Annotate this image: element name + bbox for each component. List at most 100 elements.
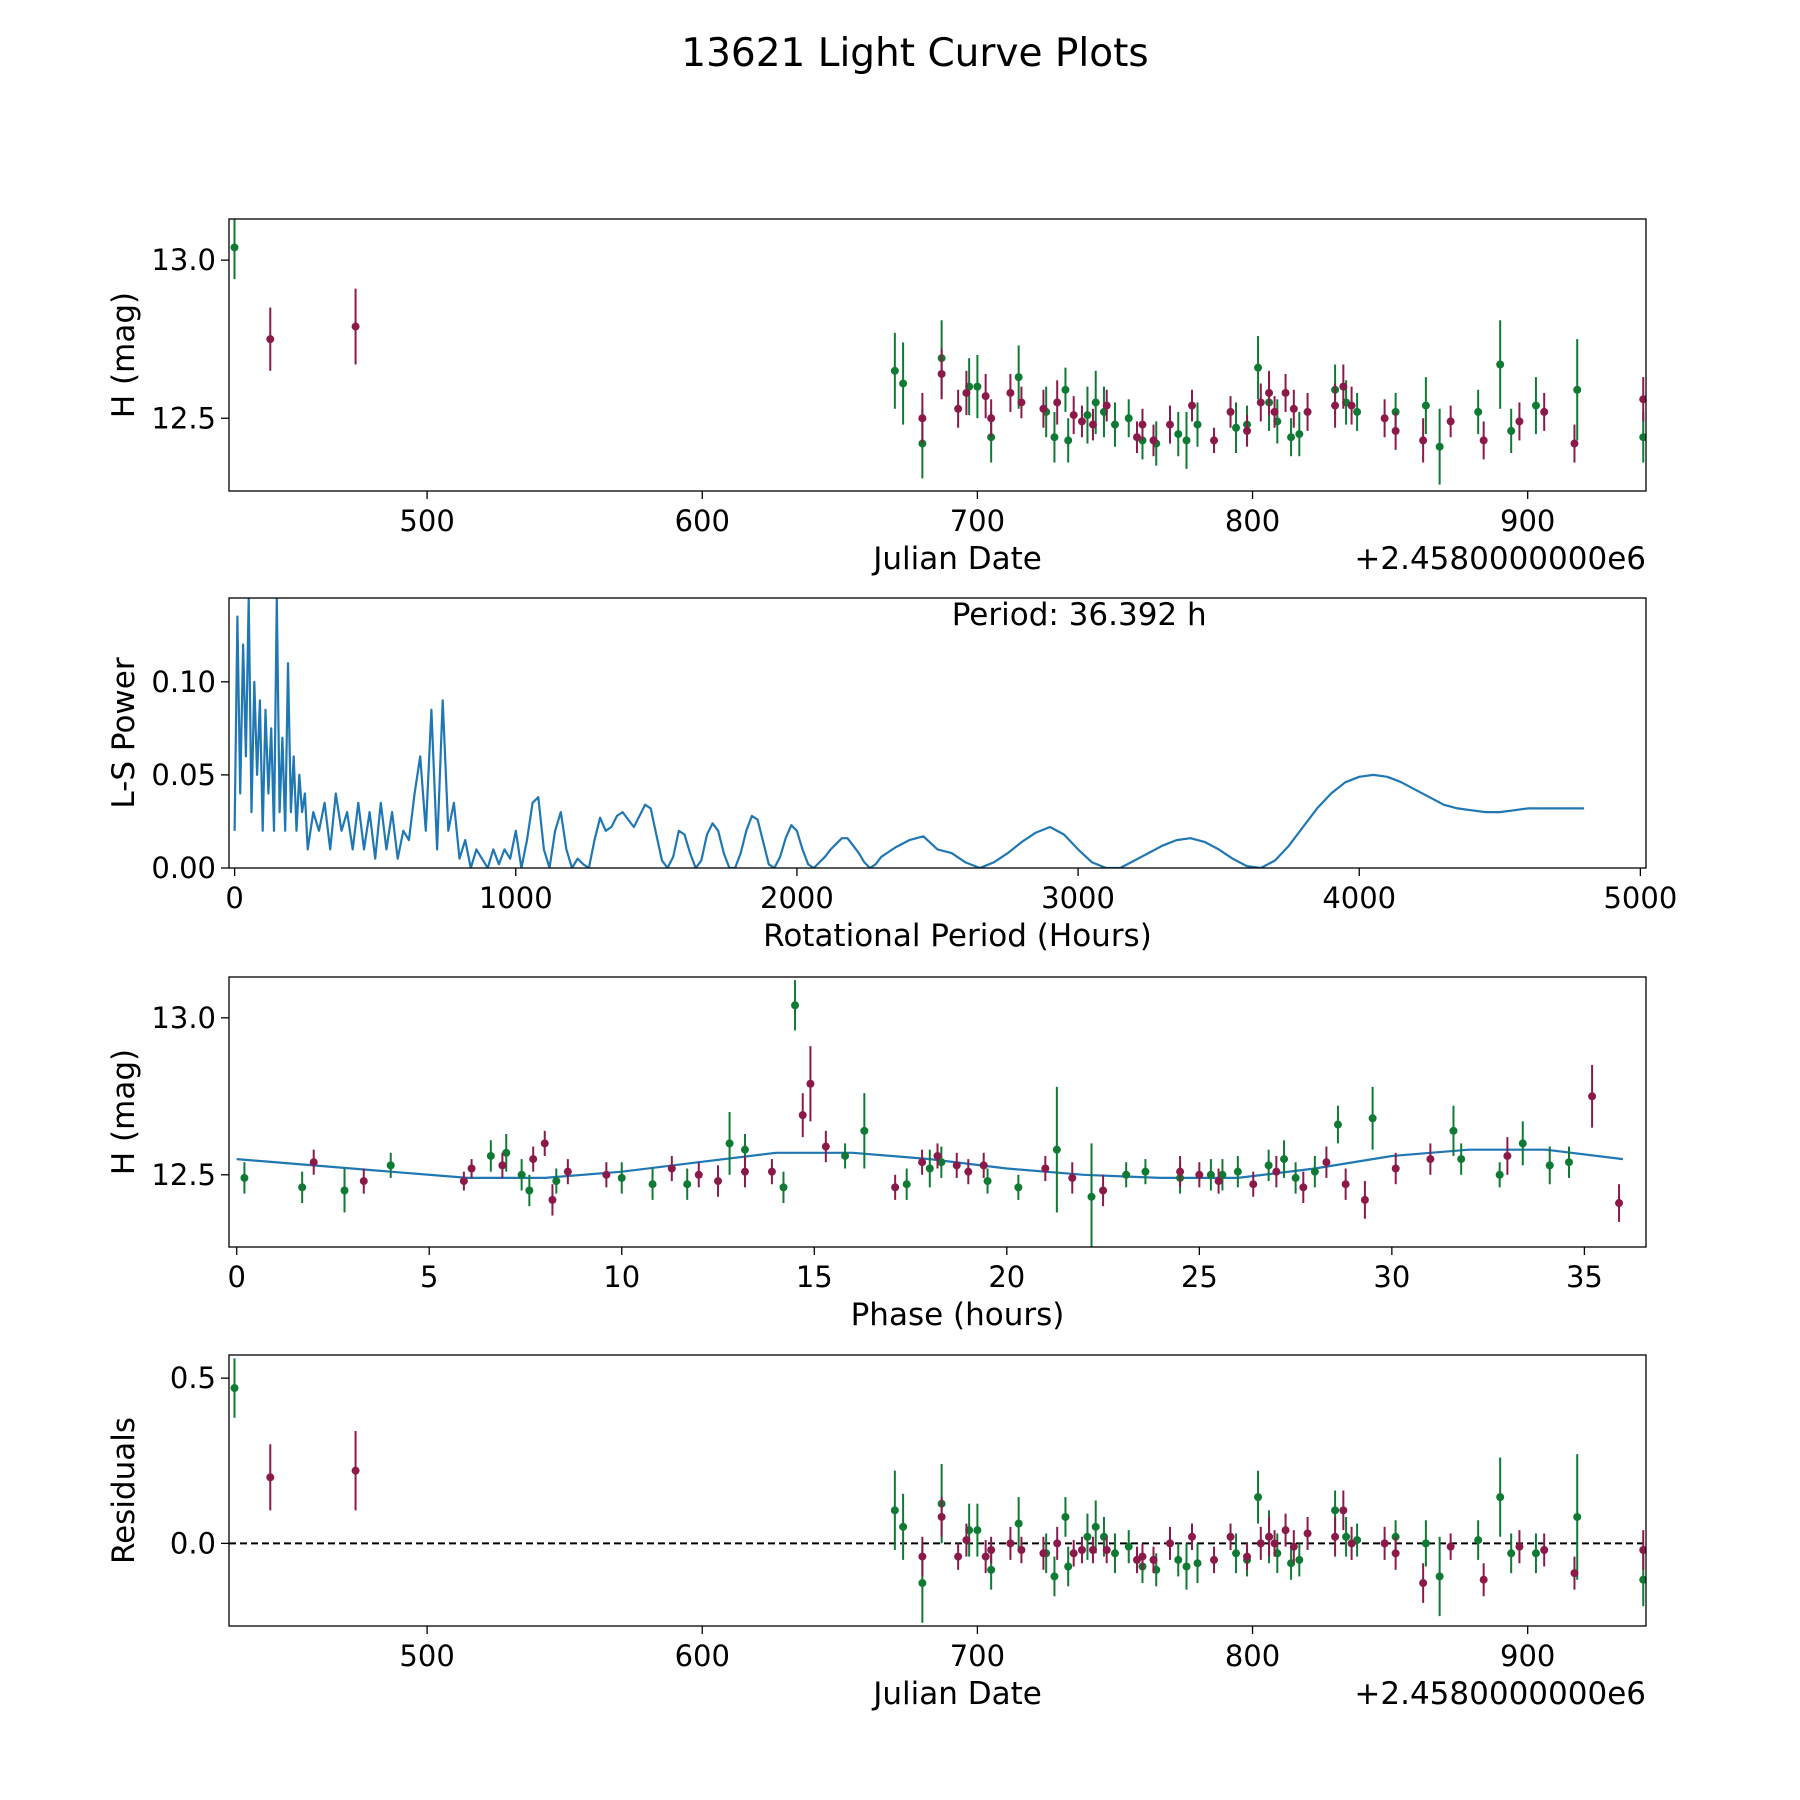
phase-panel: 0 5 10 15 20 25 30 35 12.5 13.0 Phase (hours) H (ma… bbox=[106, 976, 1647, 1333]
data-point bbox=[1165, 1539, 1174, 1548]
data-point bbox=[714, 1177, 723, 1186]
x-tick-label: 30 bbox=[1373, 1260, 1410, 1294]
data-point bbox=[1449, 1126, 1458, 1135]
data-point bbox=[791, 1001, 800, 1010]
data-point bbox=[1391, 1164, 1400, 1173]
data-point bbox=[1380, 1539, 1389, 1548]
data-point bbox=[779, 1183, 788, 1192]
data-point bbox=[1295, 430, 1304, 439]
data-point bbox=[552, 1177, 561, 1186]
data-point bbox=[1006, 388, 1015, 397]
data-series bbox=[230, 1358, 1646, 1623]
data-point bbox=[1110, 420, 1119, 429]
data-point bbox=[725, 1139, 734, 1148]
data-point bbox=[1069, 411, 1078, 420]
data-point bbox=[298, 1183, 307, 1192]
y-tick-label: 0.0 bbox=[170, 1526, 216, 1560]
x-axis-label: Rotational Period (Hours) bbox=[763, 918, 1152, 954]
data-point bbox=[987, 414, 996, 423]
data-point bbox=[987, 1565, 996, 1574]
data-point bbox=[1287, 433, 1296, 442]
data-point bbox=[1507, 426, 1516, 435]
x-tick-label: 5 bbox=[420, 1260, 438, 1294]
x-axis-label: Julian Date bbox=[871, 1676, 1042, 1712]
data-point bbox=[962, 388, 971, 397]
data-point bbox=[1087, 1192, 1096, 1201]
data-point bbox=[1339, 382, 1348, 391]
data-point bbox=[1265, 388, 1274, 397]
data-point bbox=[240, 1173, 249, 1182]
data-point bbox=[1138, 420, 1147, 429]
data-point bbox=[902, 1180, 911, 1189]
x-tick-label: 700 bbox=[950, 1639, 1005, 1673]
x-tick-label: 35 bbox=[1566, 1260, 1603, 1294]
data-point bbox=[486, 1151, 495, 1160]
data-point bbox=[359, 1177, 368, 1186]
data-point bbox=[667, 1164, 676, 1173]
data-point bbox=[1457, 1155, 1466, 1164]
data-point bbox=[798, 1111, 807, 1120]
data-point bbox=[1243, 426, 1252, 435]
data-point bbox=[502, 1148, 511, 1157]
data-point bbox=[1289, 404, 1298, 413]
data-point bbox=[1232, 423, 1241, 432]
data-point bbox=[1124, 414, 1133, 423]
plot-area bbox=[229, 1358, 1646, 1623]
data-point bbox=[1069, 1549, 1078, 1558]
data-point bbox=[266, 1473, 275, 1482]
data-point bbox=[525, 1186, 534, 1195]
data-point bbox=[981, 392, 990, 401]
plot-area bbox=[233, 598, 1585, 868]
x-tick-label: 0 bbox=[227, 1260, 245, 1294]
data-point bbox=[1570, 1569, 1579, 1578]
data-point bbox=[1639, 1545, 1646, 1554]
data-point bbox=[517, 1170, 526, 1179]
data-point bbox=[890, 366, 899, 375]
data-point bbox=[1014, 373, 1023, 382]
data-point bbox=[683, 1180, 692, 1189]
x-tick-label: 600 bbox=[675, 504, 730, 538]
data-point bbox=[918, 1579, 927, 1588]
data-point bbox=[1088, 1545, 1097, 1554]
data-point bbox=[1639, 395, 1646, 404]
x-tick-label: 500 bbox=[399, 1639, 454, 1673]
plot-area bbox=[230, 219, 1646, 485]
data-point bbox=[1495, 1170, 1504, 1179]
data-point bbox=[979, 1161, 988, 1170]
data-point bbox=[1391, 1549, 1400, 1558]
data-point bbox=[937, 1512, 946, 1521]
x-tick-label: 10 bbox=[603, 1260, 640, 1294]
data-point bbox=[964, 1167, 973, 1176]
axes-frame bbox=[228, 1354, 1647, 1627]
y-tick-label: 12.5 bbox=[151, 1158, 216, 1192]
data-point bbox=[1254, 1493, 1263, 1502]
x-tick-label: 5000 bbox=[1603, 881, 1677, 915]
data-point bbox=[1249, 1180, 1258, 1189]
data-point bbox=[1419, 1579, 1428, 1588]
data-point bbox=[1053, 1539, 1062, 1548]
data-point bbox=[602, 1170, 611, 1179]
data-point bbox=[459, 1177, 468, 1186]
data-point bbox=[1331, 1506, 1340, 1515]
data-point bbox=[1421, 401, 1430, 410]
data-point bbox=[1518, 1139, 1527, 1148]
lightcurve-panel: 500 600 700 800 900 12.5 13.0 Julian Date H (mag… bbox=[106, 218, 1647, 577]
data-point bbox=[1039, 404, 1048, 413]
data-point bbox=[529, 1155, 538, 1164]
data-point bbox=[925, 1164, 934, 1173]
periodogram-panel: 0 1000 2000 3000 4000 5000 0.00 0.05 0.10 Rotatio… bbox=[106, 597, 1677, 954]
data-point bbox=[890, 1506, 899, 1515]
data-point bbox=[340, 1186, 349, 1195]
data-point bbox=[1233, 1167, 1242, 1176]
data-point bbox=[1132, 433, 1141, 442]
x-tick-label: 500 bbox=[399, 504, 454, 538]
data-point bbox=[1360, 1195, 1369, 1204]
data-point bbox=[1446, 417, 1455, 426]
data-point bbox=[937, 369, 946, 378]
data-point bbox=[1110, 1549, 1119, 1558]
periodogram-line bbox=[233, 598, 1585, 868]
data-point bbox=[1165, 420, 1174, 429]
data-point bbox=[1068, 1173, 1077, 1182]
